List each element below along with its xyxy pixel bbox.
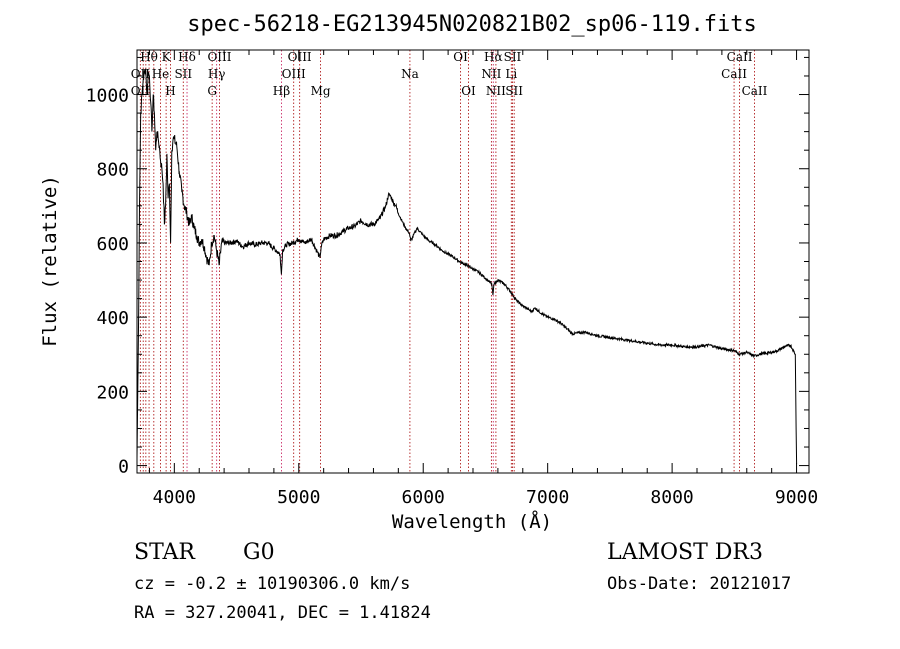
- y-axis-label: Flux (relative): [39, 175, 61, 347]
- x-tick-label: 8000: [650, 487, 693, 508]
- obs-date: Obs-Date: 20121017: [607, 574, 792, 594]
- line-label: OI: [453, 50, 468, 64]
- y-tick-label: 200: [96, 382, 129, 403]
- coordinates-readout: RA = 327.20041, DEC = 1.41824: [134, 603, 431, 623]
- y-tick-label: 0: [118, 457, 129, 478]
- y-tick-label: 600: [96, 234, 129, 255]
- line-label: OIII: [282, 67, 306, 81]
- line-label: OIII: [288, 50, 312, 64]
- line-label: Hβ: [273, 84, 290, 98]
- line-label: Hθ: [140, 50, 158, 64]
- line-label: OII: [131, 67, 151, 81]
- line-label: H: [165, 84, 175, 98]
- line-label: NII: [481, 67, 501, 81]
- y-tick-label: 800: [96, 160, 129, 181]
- line-label: Na: [401, 67, 419, 81]
- line-label: Li: [505, 67, 517, 81]
- velocity-readout: cz = -0.2 ± 10190306.0 km/s: [134, 574, 411, 594]
- class-label: STAR: [134, 540, 195, 565]
- line-label: K: [162, 50, 172, 64]
- plot-frame: [136, 49, 810, 474]
- line-label: CaII: [721, 67, 747, 81]
- y-tick-label: 1000: [86, 86, 129, 107]
- line-label: OIII: [207, 50, 231, 64]
- line-label: He: [152, 67, 170, 81]
- line-label: SII: [174, 67, 192, 81]
- x-tick-label: 5000: [277, 487, 320, 508]
- line-label: Hα: [484, 50, 503, 64]
- spectrum-series-line: [136, 68, 798, 464]
- x-tick-label: 6000: [402, 487, 445, 508]
- line-label: NII: [486, 84, 506, 98]
- x-tick-label: 7000: [526, 487, 569, 508]
- line-label: G: [207, 84, 217, 98]
- line-label: SII: [504, 50, 522, 64]
- x-tick-label: 9000: [775, 487, 818, 508]
- line-label: SII: [505, 84, 523, 98]
- x-axis-label: Wavelength (Å): [392, 510, 552, 533]
- line-label: Hγ: [208, 67, 226, 81]
- survey-label: LAMOST DR3: [607, 540, 763, 565]
- x-axis-ticks: 4000 5000 6000 7000 8000 9000: [148, 50, 818, 508]
- x-tick-label: 4000: [153, 487, 196, 508]
- line-label: OI: [461, 84, 476, 98]
- y-tick-label: 400: [96, 308, 129, 329]
- line-label: Mg: [311, 84, 331, 98]
- chart-title: spec-56218-EG213945N020821B02_sp06-119.f…: [187, 12, 757, 37]
- subclass-label: G0: [243, 540, 275, 565]
- line-label: CaII: [727, 50, 753, 64]
- line-label: Hδ: [178, 50, 196, 64]
- y-axis-ticks: 0 200 400 600 800 1000: [86, 56, 809, 478]
- line-label: CaII: [742, 84, 768, 98]
- line-markers: [139, 50, 755, 473]
